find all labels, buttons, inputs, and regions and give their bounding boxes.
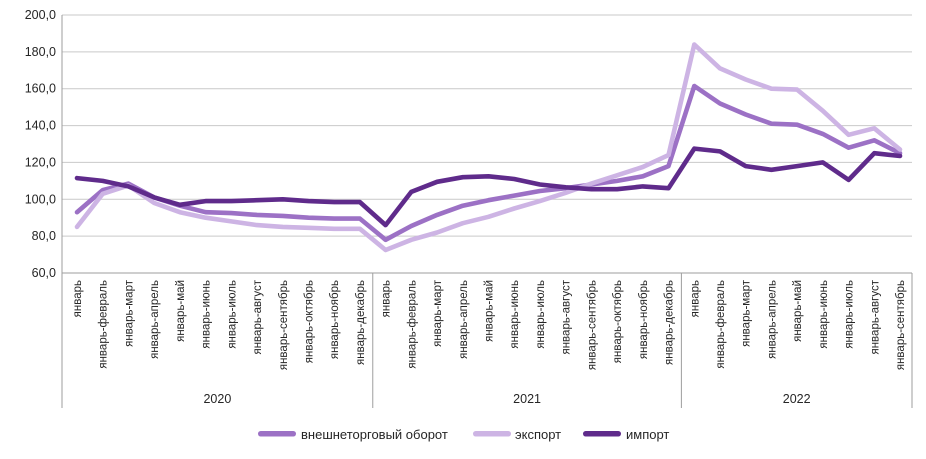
legend-swatch-импорт — [583, 431, 621, 437]
series-line-импорт — [74, 146, 903, 228]
x-tick-label: январь-ноябрь — [329, 280, 341, 359]
x-tick-label: январь-декабрь — [664, 280, 676, 365]
x-tick-label: январь-октябрь — [303, 280, 315, 363]
x-tick-label: январь-май — [175, 280, 187, 342]
x-tick-label: январь-июнь — [201, 280, 213, 349]
x-tick-label: январь — [72, 280, 84, 317]
y-tick-label: 160,0 — [25, 82, 56, 96]
y-tick-label: 120,0 — [25, 155, 56, 169]
series-line-экспорт — [74, 42, 903, 253]
year-label: 2020 — [203, 392, 231, 406]
legend-swatch-внешнеторговый-оборот — [258, 431, 296, 437]
x-tick-label: январь-февраль — [715, 280, 727, 369]
x-tick-label: январь-март — [432, 279, 444, 347]
x-tick-label: январь-март — [741, 279, 753, 347]
y-tick-label: 180,0 — [25, 45, 56, 59]
legend-swatch-экспорт — [473, 431, 511, 437]
x-tick-label: январь-июнь — [818, 280, 830, 349]
x-tick-label: январь-апрель — [149, 280, 161, 359]
x-tick-label: январь-февраль — [406, 280, 418, 369]
x-tick-label: январь-август — [869, 279, 881, 354]
y-tick-label: 60,0 — [32, 266, 56, 280]
legend-label: импорт — [626, 427, 669, 442]
x-tick-label: январь-октябрь — [612, 280, 624, 363]
x-tick-label: январь-май — [484, 280, 496, 342]
y-tick-label: 100,0 — [25, 192, 56, 206]
x-tick-label: январь-март — [123, 279, 135, 347]
x-tick-label: январь-июль — [844, 280, 856, 349]
y-tick-label: 200,0 — [25, 8, 56, 22]
x-tick-label: январь-сентябрь — [895, 280, 907, 370]
x-tick-label: январь-декабрь — [355, 280, 367, 365]
series-line-внешнеторговый-оборот — [74, 83, 903, 243]
y-tick-label: 80,0 — [32, 229, 56, 243]
x-tick-label: январь — [689, 280, 701, 317]
x-tick-label: январь-август — [252, 279, 264, 354]
y-tick-label: 140,0 — [25, 119, 56, 133]
legend-label: экспорт — [515, 427, 561, 442]
x-tick-label: январь-июль — [535, 280, 547, 349]
x-tick-label: январь — [381, 280, 393, 317]
x-tick-label: январь-ноябрь — [638, 280, 650, 359]
x-tick-label: январь-август — [561, 279, 573, 354]
x-tick-label: январь-май — [792, 280, 804, 342]
x-tick-label: январь-сентябрь — [586, 280, 598, 370]
x-tick-label: январь-апрель — [766, 280, 778, 359]
x-tick-label: январь-апрель — [458, 280, 470, 359]
x-tick-label: январь-июль — [226, 280, 238, 349]
x-tick-label: январь-февраль — [98, 280, 110, 369]
x-tick-label: январь-июнь — [509, 280, 521, 349]
x-tick-label: январь-сентябрь — [278, 280, 290, 370]
year-label: 2022 — [783, 392, 811, 406]
year-label: 2021 — [513, 392, 541, 406]
legend-label: внешнеторговый оборот — [301, 427, 448, 442]
